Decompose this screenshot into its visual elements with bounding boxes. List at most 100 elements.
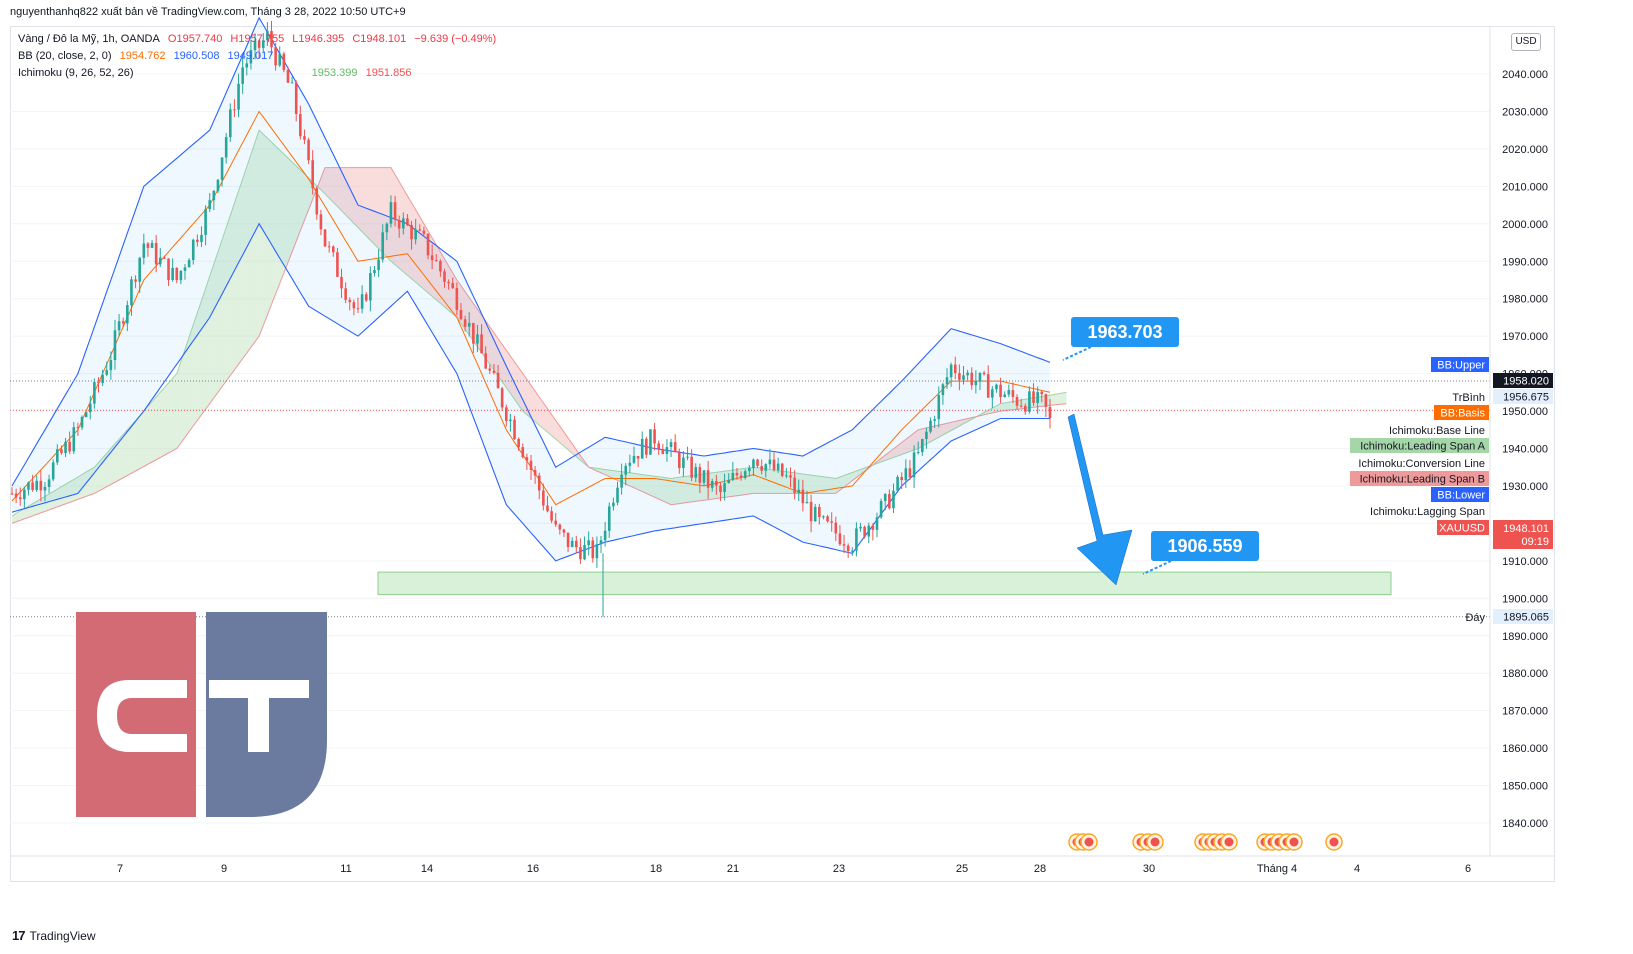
ichimoku-value-a: 1953.399	[311, 67, 358, 79]
candle-body	[764, 464, 768, 471]
candle-body	[970, 372, 974, 386]
callout-pointer	[1142, 560, 1172, 575]
candle-body	[364, 294, 368, 301]
bb-upper-value: 1960.508	[173, 50, 220, 62]
candle-body	[846, 545, 850, 551]
candle-body	[686, 456, 689, 458]
candle-body	[76, 427, 80, 429]
price-tick-label: 1900.000	[1502, 593, 1548, 605]
chart-frame[interactable]	[10, 26, 1555, 882]
ichimoku-cloud-segment	[275, 146, 284, 294]
candle-body	[31, 482, 34, 491]
candle-body	[945, 377, 949, 385]
candle-body	[517, 439, 520, 448]
candle-body	[373, 270, 376, 274]
price-tick-label: 1870.000	[1502, 706, 1548, 718]
candle-body	[463, 319, 467, 327]
ichimoku-cloud-segment	[819, 476, 828, 494]
candle-body	[434, 260, 438, 262]
ichimoku-cloud-segment	[926, 426, 935, 444]
candle-body	[636, 455, 640, 459]
candle-body	[1023, 405, 1027, 412]
time-tick-label: 9	[221, 863, 227, 875]
ichimoku-cloud-segment	[86, 467, 95, 497]
projection-arrow-icon[interactable]	[1067, 413, 1133, 586]
candle-body	[327, 246, 331, 248]
candle-body	[591, 540, 595, 559]
time-tick-label: 16	[527, 863, 539, 875]
candle-body	[888, 494, 891, 509]
candle-body	[241, 67, 244, 84]
candle-body	[904, 468, 908, 481]
candle-body	[299, 113, 302, 137]
candle-body	[410, 225, 413, 240]
candle-body	[587, 540, 590, 546]
price-tick-label: 1970.000	[1502, 331, 1548, 343]
ichimoku-cloud-segment	[654, 476, 663, 501]
candle-body	[472, 322, 475, 344]
candle-body	[937, 395, 941, 420]
ichimoku-cloud-segment	[333, 167, 342, 211]
candle-body	[286, 70, 290, 83]
publisher-header: nguyenthanhq822 xuất bản về TradingView.…	[10, 6, 406, 18]
candle-body	[224, 137, 228, 158]
candle-body	[731, 472, 735, 480]
price-tick-label: 1950.000	[1502, 406, 1548, 418]
currency-button[interactable]: USD	[1511, 33, 1541, 51]
price-tick-label: 1990.000	[1502, 256, 1548, 268]
tag-price-average-bg	[1493, 389, 1553, 404]
candle-body	[916, 452, 920, 454]
candle-body	[579, 547, 582, 560]
ichimoku-cloud-segment	[769, 469, 779, 494]
candle-body	[785, 475, 788, 477]
candle-body	[1044, 394, 1048, 407]
candle-body	[18, 497, 22, 500]
ichimoku-cloud-segment	[69, 477, 78, 503]
candle-body	[331, 246, 335, 253]
callout-box[interactable]	[1151, 531, 1259, 561]
bb-fill	[12, 17, 1050, 561]
candle-body	[439, 261, 442, 272]
candle-body	[624, 465, 628, 475]
price-tick-label: 1840.000	[1502, 818, 1548, 830]
candle-body	[229, 109, 232, 138]
time-tick-label: 25	[956, 863, 968, 875]
time-tick-label: 21	[727, 863, 739, 875]
time-tick-label: 28	[1034, 863, 1046, 875]
label-bb-basis: BB:Basis	[1440, 408, 1485, 420]
tradingview-mark-icon: 17	[12, 928, 26, 943]
tag-countdown: 09:19	[1521, 536, 1549, 548]
candle-body	[303, 136, 306, 140]
candle-body	[64, 441, 67, 454]
callout-box[interactable]	[1071, 317, 1179, 347]
candle-body	[719, 485, 722, 493]
ichimoku-cloud-segment	[498, 338, 507, 388]
candle-body	[270, 30, 273, 48]
tradingview-logo[interactable]: 17 TradingView	[12, 928, 96, 943]
candle-body	[274, 47, 277, 66]
candle-body	[385, 223, 389, 233]
candle-body	[772, 459, 776, 471]
time-tick-label: 11	[340, 863, 351, 875]
candle-body	[319, 214, 323, 230]
candle-body	[850, 550, 854, 552]
candle-body	[953, 364, 957, 374]
flag-icon	[1329, 837, 1339, 847]
support-zone[interactable]	[377, 571, 1392, 596]
open-value: O1957.740	[167, 33, 223, 45]
price-tick-label: 2040.000	[1502, 69, 1548, 81]
candle-body	[1015, 396, 1019, 406]
candle-body	[706, 470, 710, 488]
ichimoku-cloud-segment	[102, 448, 111, 489]
ichimoku-cloud-segment	[745, 467, 754, 495]
time-tick-label: 23	[833, 863, 845, 875]
ichimoku-cloud-segment	[292, 162, 301, 252]
price-tick-label: 1880.000	[1502, 668, 1548, 680]
candle-body	[323, 229, 327, 247]
ichimoku-cloud-segment	[753, 467, 762, 494]
candle-body	[109, 360, 113, 371]
ichimoku-cloud-segment	[135, 411, 144, 471]
candle-body	[208, 200, 212, 210]
candle-body	[117, 321, 121, 331]
